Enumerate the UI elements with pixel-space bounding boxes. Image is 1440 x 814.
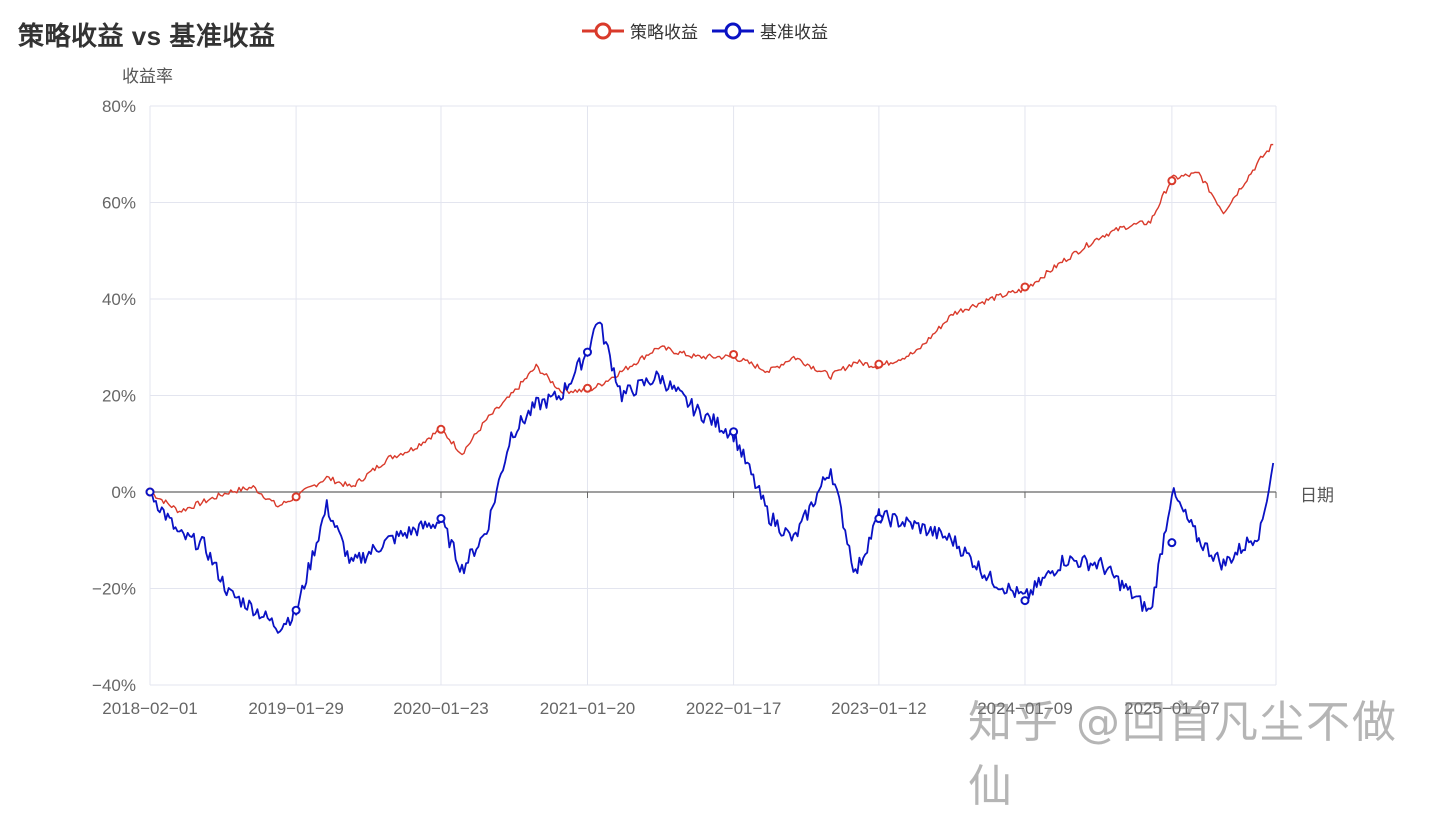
x-tick-label: 2024−01−09: [977, 699, 1073, 718]
data-point-marker[interactable]: [1020, 282, 1030, 292]
watermark: 知乎 @回首凡尘不做仙: [968, 697, 1398, 812]
x-tick-label: 2023−01−12: [831, 699, 927, 718]
data-point-marker[interactable]: [436, 514, 446, 524]
data-point-marker[interactable]: [729, 427, 739, 437]
y-tick-label: 80%: [102, 97, 136, 116]
series-markers: [145, 176, 1177, 615]
data-point-marker[interactable]: [291, 605, 301, 615]
data-point-marker[interactable]: [1167, 176, 1177, 186]
legend-label-strategy: 策略收益: [630, 23, 698, 42]
legend-label-benchmark: 基准收益: [760, 23, 828, 42]
y-tick-label: 40%: [102, 290, 136, 309]
data-point-marker[interactable]: [582, 347, 592, 357]
series-lines: [149, 143, 1275, 634]
y-tick-label: 60%: [102, 194, 136, 213]
y-axis-ticks: 80% 60% 40% 20% 0% −20% −40%: [92, 97, 136, 695]
strategy-line: [149, 143, 1274, 514]
x-axis-ticks: 2018−02−01 2019−01−29 2020−01−23 2021−01−20…: [102, 699, 1219, 718]
data-point-marker[interactable]: [436, 424, 446, 434]
line-chart: 80% 60% 40% 20% 0% −20% −40% 2018−02−01 2019−01…: [92, 97, 1277, 718]
legend-line-circle-icon: [582, 22, 624, 39]
data-point-marker[interactable]: [145, 487, 155, 497]
data-point-marker[interactable]: [1020, 596, 1030, 606]
x-axis-name: 日期: [1300, 486, 1334, 505]
grid-lines: [149, 105, 1277, 686]
data-point-marker[interactable]: [729, 349, 739, 359]
y-tick-label: −40%: [92, 676, 136, 695]
x-tick-label: 2022−01−17: [686, 699, 782, 718]
x-tick-label: 2025−01−07: [1124, 699, 1220, 718]
x-tick-label: 2021−01−20: [540, 699, 636, 718]
x-tick-label: 2018−02−01: [102, 699, 198, 718]
chart-legend: 策略收益 基准收益: [582, 18, 828, 43]
benchmark-line: [149, 321, 1275, 634]
y-tick-label: −20%: [92, 580, 136, 599]
data-point-marker[interactable]: [582, 383, 592, 393]
x-tick-label: 2019−01−29: [248, 699, 344, 718]
data-point-marker[interactable]: [874, 514, 884, 524]
legend-line-circle-icon: [712, 22, 754, 39]
y-tick-label: 0%: [111, 483, 136, 502]
legend-item-strategy[interactable]: 策略收益: [582, 18, 698, 43]
y-tick-label: 20%: [102, 387, 136, 406]
data-point-marker[interactable]: [874, 359, 884, 369]
y-axis-name: 收益率: [122, 67, 173, 86]
chart-title: 策略收益 vs 基准收益: [18, 21, 276, 51]
legend-item-benchmark[interactable]: 基准收益: [712, 18, 828, 43]
data-point-marker[interactable]: [291, 492, 301, 502]
x-tick-label: 2020−01−23: [393, 699, 489, 718]
data-point-marker[interactable]: [1167, 538, 1177, 548]
